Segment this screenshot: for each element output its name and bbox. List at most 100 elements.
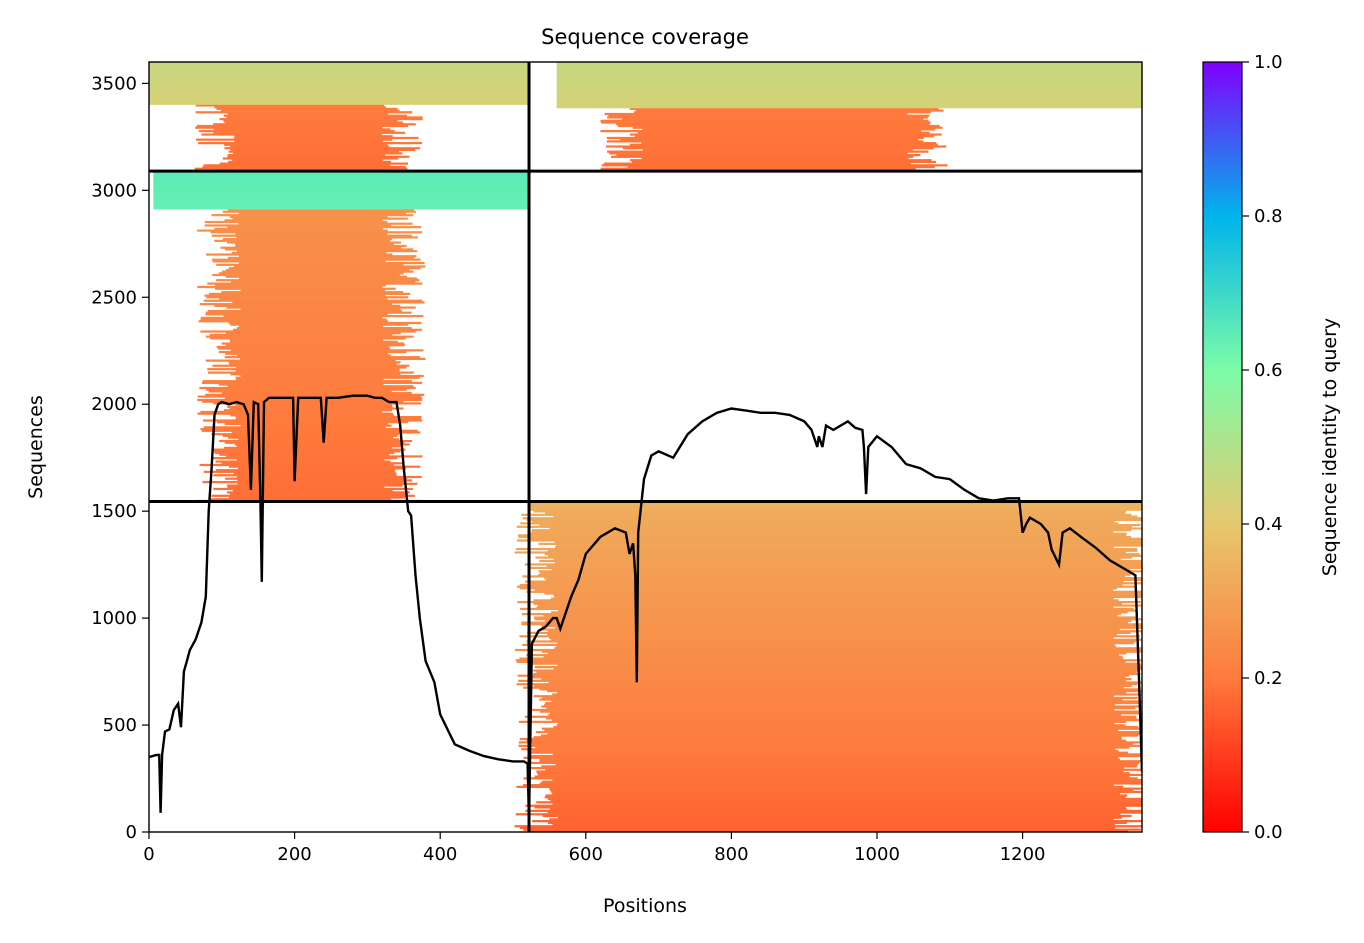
- x-tick-label: 1200: [1000, 844, 1046, 865]
- coverage-row: [197, 229, 388, 232]
- coverage-row: [522, 575, 1126, 578]
- colorbar-ticks: 0.0 0.2 0.4 0.6 0.8 1.0: [1242, 52, 1283, 843]
- coverage-row: [556, 85, 1142, 88]
- coverage-row: [535, 556, 1133, 559]
- coverage-row: [219, 162, 409, 165]
- coverage-row: [544, 553, 1140, 556]
- coverage-row: [557, 609, 1137, 612]
- coverage-row: [203, 299, 423, 302]
- coverage-row: [212, 450, 401, 453]
- coverage-row: [518, 741, 1142, 744]
- coverage-row: [519, 587, 1117, 590]
- coverage-row: [200, 330, 416, 333]
- coverage-row: [515, 648, 1142, 652]
- coverage-row: [149, 62, 530, 64]
- coverage-row: [207, 368, 400, 371]
- coverage-row: [545, 512, 1126, 515]
- colorbar-tick-label: 0.8: [1254, 206, 1283, 227]
- coverage-row: [233, 136, 419, 140]
- coverage-row: [544, 577, 1142, 580]
- coverage-row: [526, 640, 1136, 643]
- coverage-row: [553, 515, 1138, 518]
- coverage-row: [550, 789, 1134, 792]
- coverage-row: [236, 445, 402, 448]
- coverage-row: [195, 126, 383, 129]
- coverage-row: [516, 660, 1126, 664]
- coverage-row: [541, 780, 1142, 783]
- coverage-block: [149, 62, 530, 172]
- coverage-row: [153, 188, 530, 191]
- coverage-row: [538, 604, 1142, 607]
- coverage-block: [514, 500, 1142, 832]
- coverage-row: [200, 316, 383, 319]
- coverage-row: [226, 268, 410, 272]
- coverage-row: [223, 119, 398, 122]
- coverage-row: [516, 683, 1138, 686]
- coverage-row: [535, 731, 1142, 734]
- coverage-row: [227, 405, 393, 408]
- coverage-row: [544, 703, 1115, 706]
- coverage-row: [207, 371, 414, 374]
- coverage-row: [547, 549, 1138, 552]
- coverage-row: [221, 342, 405, 345]
- coverage-row: [532, 520, 1115, 523]
- coverage-row: [641, 157, 909, 160]
- coverage-row: [214, 239, 391, 242]
- coverage-row: [149, 76, 530, 80]
- coverage-row: [552, 693, 1142, 696]
- coverage-row: [529, 506, 1142, 510]
- coverage-row: [544, 796, 1126, 799]
- coverage-row: [236, 236, 418, 239]
- coverage-row: [216, 279, 420, 282]
- coverage-row: [203, 164, 391, 167]
- coverage-row: [528, 676, 1126, 679]
- coverage-row: [529, 505, 1142, 508]
- coverage-row: [212, 364, 410, 367]
- coverage-row: [556, 106, 1142, 109]
- coverage-row: [223, 446, 393, 449]
- coverage-row: [211, 234, 412, 237]
- coverage-row: [526, 518, 1142, 522]
- coverage-row: [228, 267, 421, 270]
- coverage-row: [538, 573, 1131, 576]
- y-axis-ticks: 0 500 1000 1500 2000 2500 3000 3500: [91, 73, 149, 843]
- coverage-row: [523, 686, 1124, 689]
- coverage-row: [229, 407, 404, 410]
- coverage-row: [553, 725, 1139, 729]
- coverage-row: [556, 70, 1142, 73]
- coverage-row: [556, 68, 1142, 71]
- coverage-row: [153, 196, 530, 200]
- coverage-row: [529, 503, 1142, 506]
- coverage-row: [556, 80, 1142, 83]
- coverage-row: [153, 190, 530, 193]
- coverage-row: [550, 597, 1114, 600]
- coverage-row: [222, 434, 398, 438]
- coverage-row: [557, 691, 1127, 694]
- coverage-row: [528, 761, 1140, 765]
- coverage-row: [228, 321, 422, 325]
- coverage-row: [214, 451, 395, 455]
- coverage-row: [556, 645, 1117, 648]
- coverage-row: [232, 159, 383, 162]
- coverage-row: [153, 191, 530, 195]
- coverage-row: [536, 606, 1114, 609]
- coverage-row: [544, 592, 1142, 595]
- coverage-row: [616, 123, 930, 126]
- coverage-row: [521, 621, 1128, 624]
- coverage-row: [553, 667, 1142, 670]
- coverage-row: [235, 244, 407, 248]
- coverage-row: [556, 100, 1142, 104]
- coverage-row: [629, 143, 938, 146]
- coverage-row: [541, 734, 1139, 737]
- coverage-row: [525, 580, 1124, 583]
- coverage-row: [549, 818, 1114, 821]
- coverage-row: [208, 292, 411, 295]
- coverage-row: [194, 167, 408, 170]
- coverage-row: [556, 63, 1142, 66]
- coverage-row: [554, 541, 1142, 544]
- coverage-row: [520, 607, 1134, 611]
- coverage-row: [215, 460, 391, 463]
- coverage-row: [149, 99, 530, 102]
- coverage-row: [523, 756, 1119, 759]
